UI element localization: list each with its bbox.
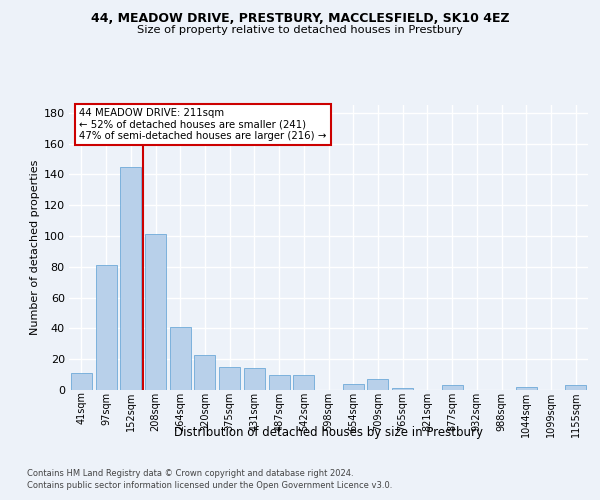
Text: 44 MEADOW DRIVE: 211sqm
← 52% of detached houses are smaller (241)
47% of semi-d: 44 MEADOW DRIVE: 211sqm ← 52% of detache… (79, 108, 327, 141)
Bar (120, 166, 141, 390)
Bar (343, 384, 364, 390)
Bar (516, 387, 537, 390)
Bar (392, 388, 413, 390)
Bar (293, 374, 314, 390)
Text: 44, MEADOW DRIVE, PRESTBURY, MACCLESFIELD, SK10 4EZ: 44, MEADOW DRIVE, PRESTBURY, MACCLESFIEL… (91, 12, 509, 26)
Bar (145, 234, 166, 390)
Text: Contains HM Land Registry data © Crown copyright and database right 2024.: Contains HM Land Registry data © Crown c… (27, 468, 353, 477)
Bar (194, 354, 215, 390)
Text: Size of property relative to detached houses in Prestbury: Size of property relative to detached ho… (137, 25, 463, 35)
Bar (170, 327, 191, 390)
Bar (219, 367, 240, 390)
Bar (244, 368, 265, 390)
Bar (442, 386, 463, 390)
Text: Contains public sector information licensed under the Open Government Licence v3: Contains public sector information licen… (27, 481, 392, 490)
Bar (367, 379, 388, 390)
Bar (95, 265, 116, 390)
Y-axis label: Number of detached properties: Number of detached properties (29, 160, 40, 335)
Bar (269, 374, 290, 390)
Text: Distribution of detached houses by size in Prestbury: Distribution of detached houses by size … (175, 426, 484, 439)
Bar (565, 386, 586, 390)
Bar (71, 373, 92, 390)
